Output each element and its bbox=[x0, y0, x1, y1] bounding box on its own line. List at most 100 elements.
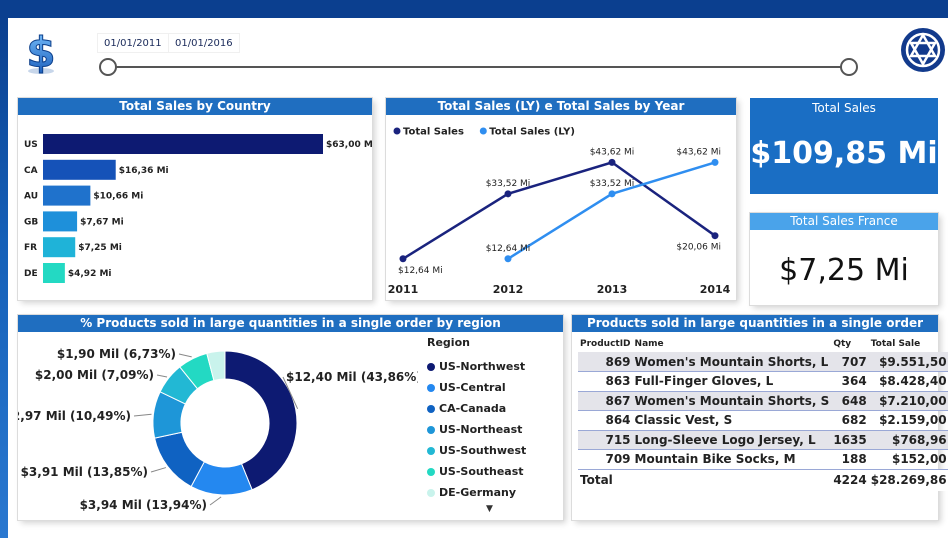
line-point[interactable] bbox=[608, 190, 616, 198]
cell-name: Women's Mountain Shorts, L bbox=[632, 352, 832, 372]
cell-total-sale: $7.210,00 bbox=[868, 391, 948, 411]
legend-label: US-Southwest bbox=[439, 444, 527, 457]
table-row[interactable]: 709 Mountain Bike Socks, M 188 $152,00 bbox=[578, 449, 948, 470]
leader-line bbox=[133, 413, 152, 417]
bar-fr[interactable] bbox=[43, 237, 76, 258]
table-row[interactable]: 863 Full-Finger Gloves, L 364 $8.428,40 bbox=[578, 371, 948, 392]
cell-productid: 869 bbox=[578, 352, 633, 372]
legend-marker bbox=[479, 127, 487, 135]
legend-item-us-northeast[interactable]: US-Northeast bbox=[427, 419, 526, 440]
bar-data-label: $4,92 Mi bbox=[68, 269, 112, 279]
cell-total-sale: $8.428,40 bbox=[868, 371, 948, 392]
cell-productid: 863 bbox=[578, 371, 633, 392]
table-row[interactable]: 867 Women's Mountain Shorts, S 648 $7.21… bbox=[578, 391, 948, 411]
cell-qty: 707 bbox=[831, 352, 869, 372]
region-legend: US-Northwest US-Central CA-Canada US-Northe… bbox=[427, 356, 526, 503]
total-sales-value: $109,85 Mi bbox=[750, 136, 938, 171]
point-data-label: $33,52 Mi bbox=[486, 179, 531, 189]
country-sales-panel: Total Sales by Country US $63,00 Mi CA $16,… bbox=[18, 98, 372, 300]
table-row[interactable]: 869 Women's Mountain Shorts, L 707 $9.55… bbox=[578, 352, 948, 372]
donut-slice-de-germany[interactable] bbox=[206, 350, 226, 382]
date-slider-end-handle[interactable] bbox=[840, 58, 858, 76]
legend-marker bbox=[427, 467, 435, 476]
legend-item-us-northwest[interactable]: US-Northwest bbox=[427, 356, 526, 377]
legend-label[interactable]: Total Sales bbox=[403, 127, 464, 138]
legend-label: US-Northeast bbox=[439, 423, 523, 436]
cell-total-sale: $2.159,00 bbox=[868, 410, 948, 431]
cell-productid: 709 bbox=[578, 449, 633, 470]
cell-qty: 682 bbox=[831, 410, 869, 431]
bar-gb[interactable] bbox=[43, 211, 78, 232]
x-tick-label: 2011 bbox=[388, 283, 419, 296]
line-point[interactable] bbox=[711, 232, 719, 240]
bar-de[interactable] bbox=[43, 263, 65, 283]
point-data-label: $33,52 Mi bbox=[590, 179, 635, 189]
cell-productid: 864 bbox=[578, 410, 633, 431]
table-total-row: Total 4224 $28.269,86 bbox=[578, 469, 948, 491]
legend-item-us-southwest[interactable]: US-Southwest bbox=[427, 440, 526, 461]
point-data-label: $43,62 Mi bbox=[676, 147, 721, 157]
cell-name: Full-Finger Gloves, L bbox=[632, 371, 832, 392]
legend-marker bbox=[393, 127, 401, 135]
total-qty: 4224 bbox=[831, 469, 869, 491]
table-row[interactable]: 715 Long-Sleeve Logo Jersey, L 1635 $768… bbox=[578, 430, 948, 450]
legend-item-us-southeast[interactable]: US-Southeast bbox=[427, 461, 526, 482]
bar-category-label: GB bbox=[24, 217, 38, 227]
col-productid-header[interactable]: ProductID bbox=[580, 339, 631, 349]
legend-label: US-Southeast bbox=[439, 465, 524, 478]
leader-line bbox=[209, 496, 222, 506]
bar-category-label: AU bbox=[24, 192, 38, 202]
leader-line bbox=[282, 376, 299, 410]
col-total-sale-header[interactable]: Total Sale bbox=[870, 339, 921, 349]
region-donut-title: % Products sold in large quantities in a… bbox=[18, 315, 563, 332]
x-tick-label: 2013 bbox=[597, 283, 628, 296]
bar-ca[interactable] bbox=[43, 159, 116, 180]
total-sale: $28.269,86 bbox=[868, 469, 948, 491]
france-sales-label: Total Sales France bbox=[750, 213, 938, 230]
bar-data-label: $16,36 Mi bbox=[119, 166, 169, 176]
legend-scroll-down-icon[interactable]: ▼ bbox=[486, 504, 493, 514]
legend-item-de-germany[interactable]: DE-Germany bbox=[427, 482, 526, 503]
legend-label: US-Northwest bbox=[439, 360, 526, 373]
col-name-header[interactable]: Name bbox=[634, 339, 664, 349]
cell-qty: 1635 bbox=[831, 430, 869, 450]
total-spacer bbox=[632, 469, 832, 491]
legend-marker bbox=[427, 488, 435, 497]
country-sales-title: Total Sales by Country bbox=[18, 98, 372, 115]
line-point[interactable] bbox=[711, 158, 719, 166]
table-row[interactable]: 864 Classic Vest, S 682 $2.159,00 bbox=[578, 410, 948, 431]
line-point[interactable] bbox=[504, 190, 512, 198]
france-sales-card: Total Sales France $7,25 Mi bbox=[750, 213, 938, 305]
leader-line bbox=[156, 374, 168, 378]
line-point[interactable] bbox=[504, 255, 512, 263]
legend-item-us-central[interactable]: US-Central bbox=[427, 377, 526, 398]
date-slider-track[interactable] bbox=[108, 66, 850, 68]
products-table: ProductID Name Qty Total Sale 869 Women'… bbox=[578, 336, 948, 491]
legend-marker bbox=[427, 362, 435, 371]
slice-data-label: $3,94 Mil (13,94%) bbox=[80, 498, 207, 512]
series-line[interactable] bbox=[402, 161, 716, 260]
cell-total-sale: $9.551,50 bbox=[868, 352, 948, 372]
slice-data-label: $1,90 Mil (6,73%) bbox=[57, 347, 176, 361]
legend-label: DE-Germany bbox=[439, 486, 517, 499]
bar-category-label: DE bbox=[24, 269, 38, 279]
donut-slice-us-northwest[interactable] bbox=[224, 350, 298, 491]
date-slider-start-handle[interactable] bbox=[99, 58, 117, 76]
bar-au[interactable] bbox=[43, 185, 91, 206]
point-data-label: $20,06 Mi bbox=[676, 243, 721, 253]
legend-marker bbox=[427, 383, 435, 392]
cell-total-sale: $768,96 bbox=[868, 430, 948, 450]
line-point[interactable] bbox=[399, 255, 407, 263]
x-tick-label: 2014 bbox=[700, 283, 731, 296]
legend-label[interactable]: Total Sales (LY) bbox=[489, 127, 575, 138]
legend-label: CA-Canada bbox=[439, 402, 507, 415]
col-qty-header[interactable]: Qty bbox=[833, 339, 852, 349]
line-point[interactable] bbox=[608, 158, 616, 166]
bar-us[interactable] bbox=[43, 134, 323, 154]
products-table-title: Products sold in large quantities in a s… bbox=[572, 315, 938, 332]
date-start-input[interactable]: 01/01/2011 bbox=[97, 33, 169, 53]
yearly-sales-panel: Total Sales (LY) e Total Sales by Year T… bbox=[386, 98, 736, 300]
legend-item-ca-canada[interactable]: CA-Canada bbox=[427, 398, 526, 419]
slice-data-label: $2,00 Mil (7,09%) bbox=[35, 368, 154, 382]
date-end-input[interactable]: 01/01/2016 bbox=[168, 33, 240, 53]
